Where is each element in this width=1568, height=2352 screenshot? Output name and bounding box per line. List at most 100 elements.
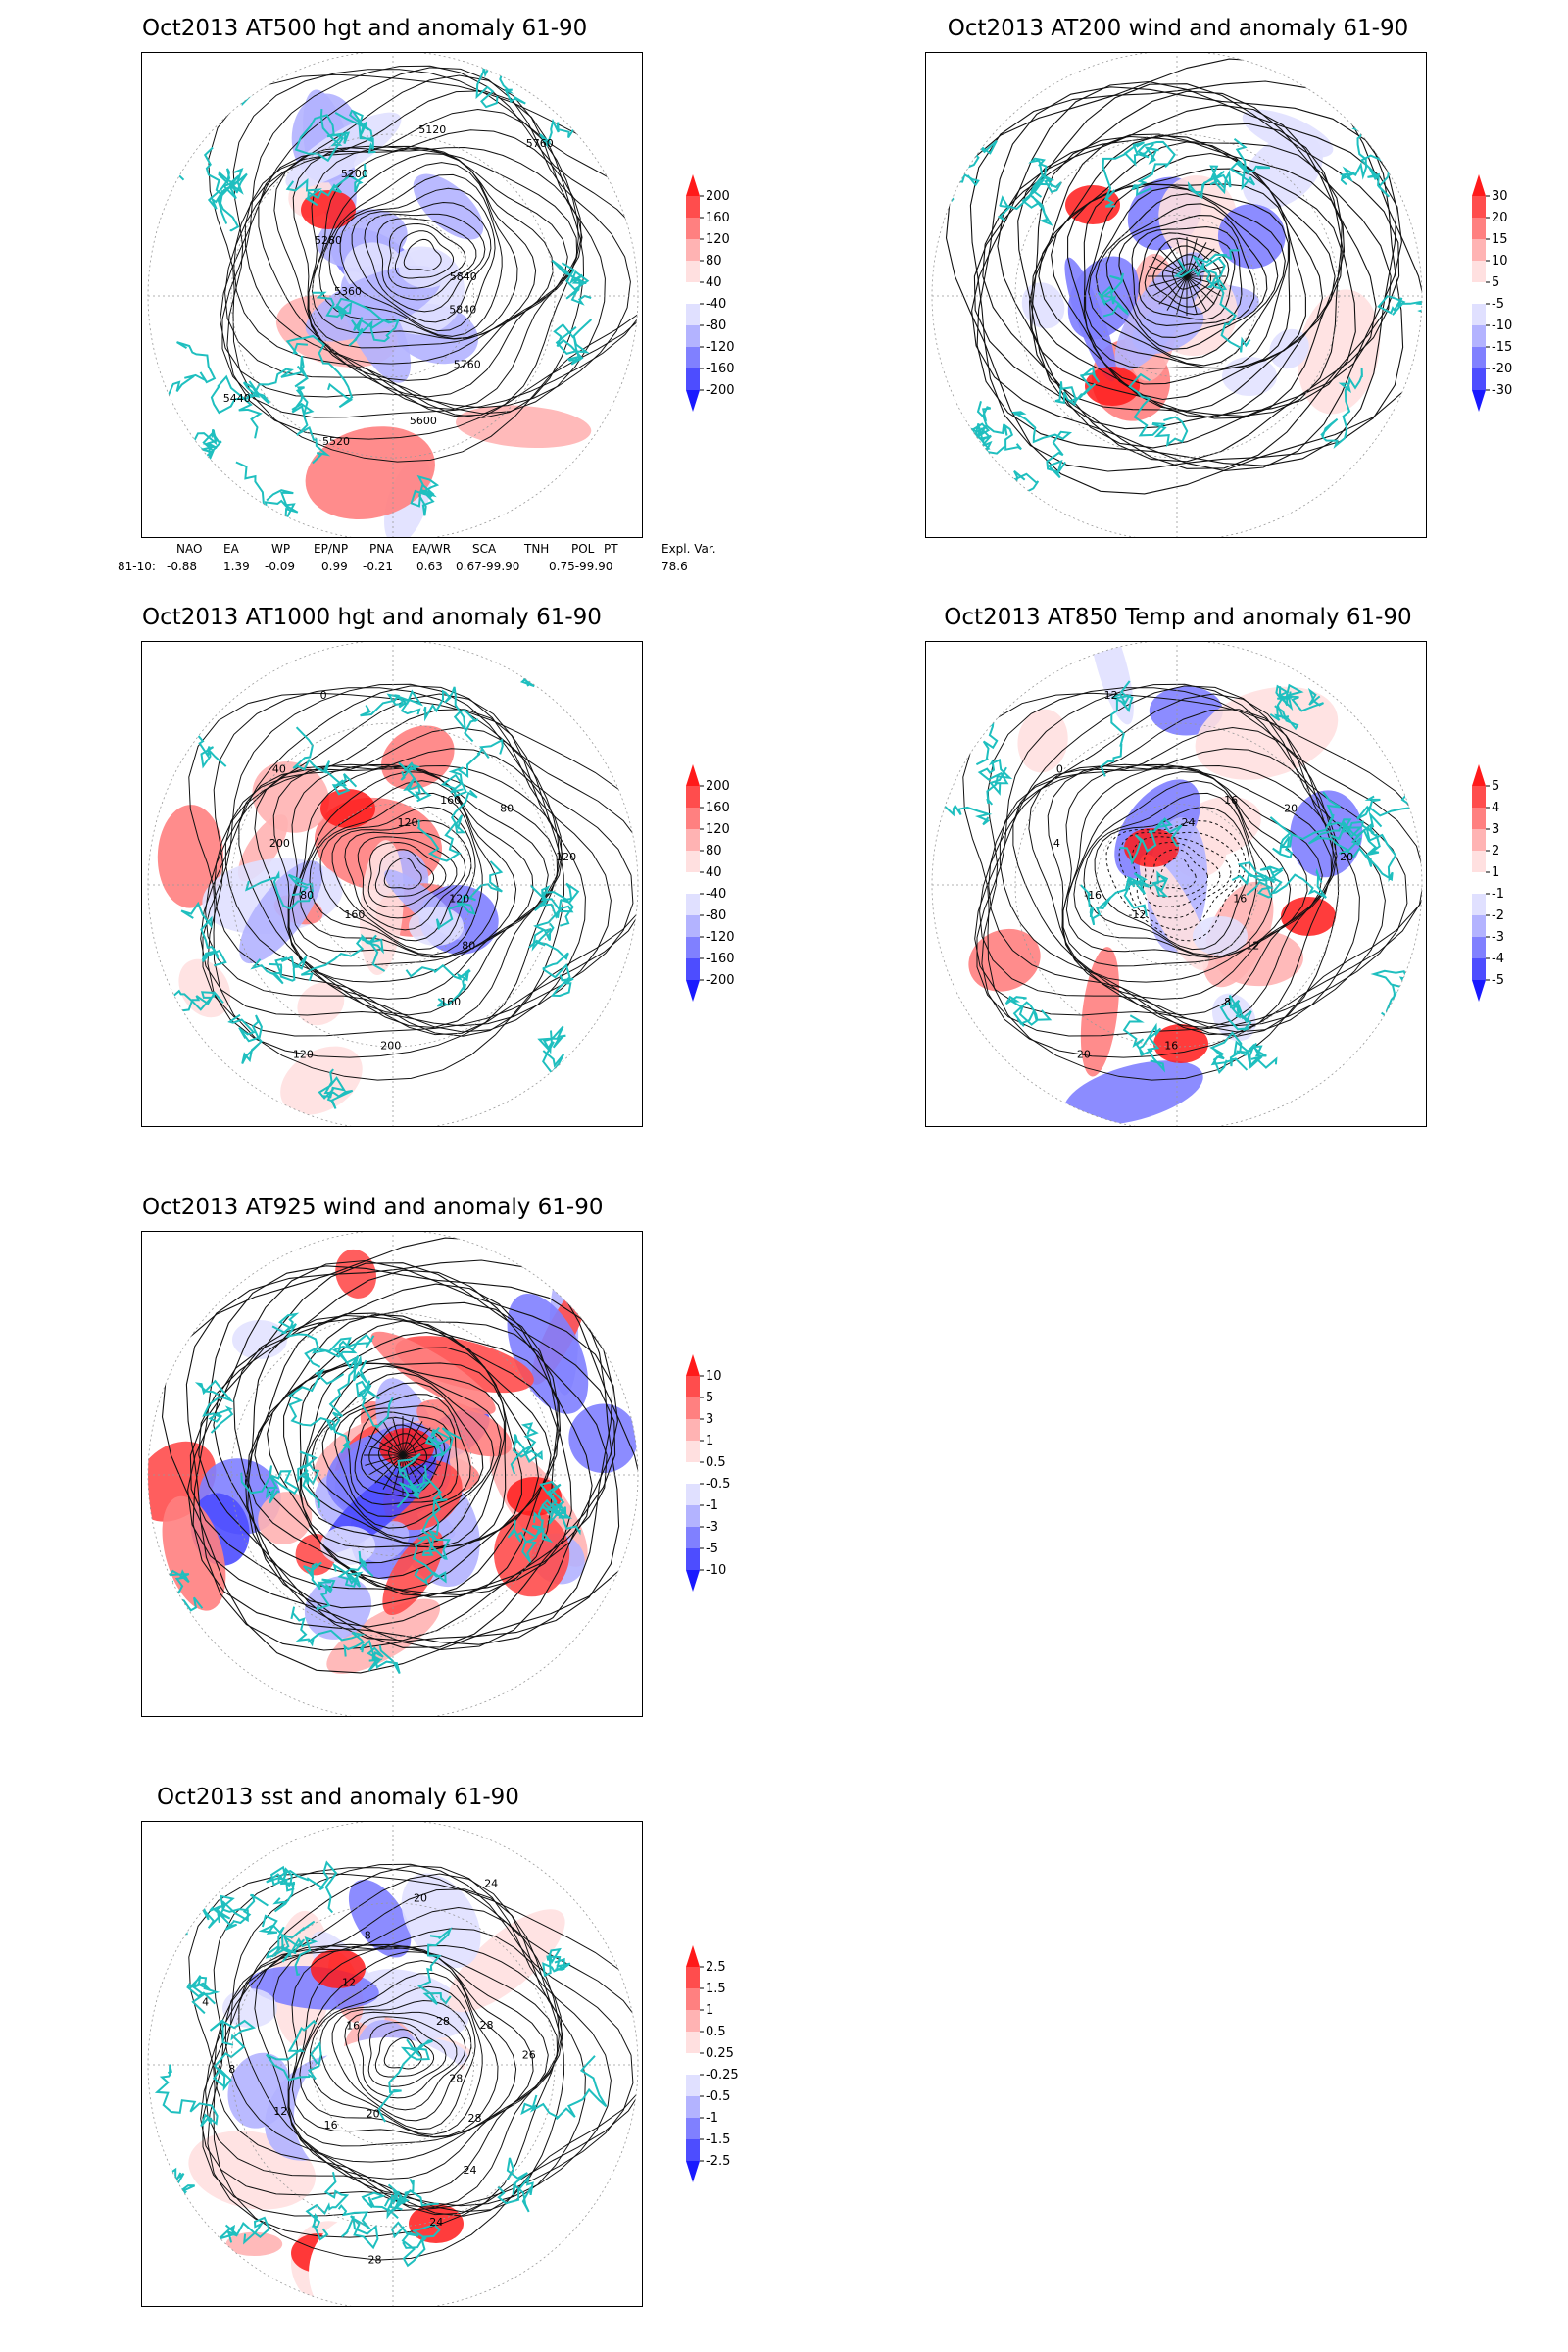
anomaly-shade [1017,709,1068,773]
contour-line [200,685,612,1027]
coastline [1192,249,1240,291]
colorbar-swatch [686,347,700,368]
streamline [301,1362,505,1548]
colorbar-swatch [686,1967,700,1988]
contour-line [351,201,492,323]
coastline [1054,366,1101,407]
streamline [1031,135,1343,417]
colorbar-swatch [686,1376,700,1397]
colorbar-swatch [686,304,700,325]
polar-map: 16 12 8 16 20 -12 -16 4 0 12 24 16 20 20 [925,641,1427,1127]
colorbar-swatch [686,2139,700,2161]
streamline [321,1382,484,1529]
anomaly-shade [370,1331,496,1415]
colorbar-swatch [686,325,700,347]
coastline [154,2064,219,2128]
anomaly-core [222,1988,277,2028]
colorbar-swatch [686,1419,700,1441]
coastline [510,1422,543,1475]
colorbar-label: -2 [1492,908,1504,923]
contour-line [273,146,583,398]
tele-header: WP [271,542,291,556]
coastline [537,1025,566,1075]
contour-line [1047,763,1333,1000]
colorbar-label: 160 [706,211,730,225]
streamline [402,1454,441,1466]
contour-line [368,841,447,907]
streamline [368,1454,404,1476]
tele-value: 0.67-99.90 [456,560,520,573]
anomaly-shade [401,1873,481,1969]
streamline [1186,248,1215,277]
colorbar-swatch [1472,282,1486,304]
contour-line [226,69,638,440]
colorbar-label: 120 [706,822,730,837]
coastline [1370,969,1415,1020]
coastline [148,341,217,401]
colorbar-swatch [1472,808,1486,829]
contour-line [224,726,560,1036]
colorbar-label: -40 [706,297,726,312]
contour-label: 20 [414,1891,427,1904]
anomaly-shade [395,1336,534,1394]
colorbar-label: 1.5 [706,1982,726,1996]
coastline [332,1550,374,1588]
anomaly-shade [416,1399,513,1457]
contour-line [988,709,1340,1037]
land-mask [294,2037,480,2194]
contour-line [1118,831,1241,931]
coastline [531,882,580,952]
colorbar-label: -5 [1492,973,1504,988]
colorbar-label: -2.5 [706,2154,730,2169]
coastline [250,956,308,985]
panel-title: Oct2013 AT500 hgt and anomaly 61-90 [142,16,588,41]
coastline [285,334,354,409]
coastline [421,1465,451,1560]
tele-header: Expl. Var. [662,542,716,556]
contour-line [188,1872,638,2261]
tele-value: -0.21 [363,560,394,573]
coastline [186,1975,220,2015]
colorbar-label: 0.5 [706,2025,726,2039]
contour-label: 24 [429,2216,443,2229]
contour-line [254,764,564,1016]
streamline [1152,275,1188,297]
coastline [207,168,240,232]
colorbar-label: 1 [706,1434,713,1448]
coastline [1269,683,1304,731]
contour-label: 8 [228,2063,235,2076]
tele-header: POL [571,542,595,556]
map-clip [154,1860,638,2306]
contour-line [299,1960,499,2138]
colorbar-label: -0.5 [706,2089,730,2104]
coastline [240,1465,299,1504]
anomaly-shade [305,265,442,342]
colorbar-swatch [686,2096,700,2118]
colorbar-label: 0.5 [706,1455,726,1470]
colorbar-swatch [686,1988,700,2010]
contour-label: 24 [1182,816,1196,829]
contour-label: 24 [484,1878,498,1890]
coastline [325,1333,373,1431]
coastline [551,259,592,306]
coastline [203,146,248,200]
contour-label: 28 [368,2253,382,2266]
contour-label: 28 [480,2019,494,2032]
coastline [304,1340,368,1384]
coastline [337,2203,379,2250]
streamline [402,1417,414,1456]
tele-header: NAO [176,542,203,556]
contour-line [287,1943,549,2163]
contour-line [224,74,606,415]
anomaly-shade [1242,109,1334,158]
colorbar-label: 1 [1492,865,1499,880]
colorbar-label: -5 [706,1542,718,1556]
colorbar-swatch [1472,851,1486,872]
colorbar-swatch [1472,347,1486,368]
coastline [520,2055,608,2121]
coastline [955,123,981,187]
coastline [977,758,1013,806]
coastline [312,291,392,324]
coastline [1080,878,1148,926]
anomaly-shade [157,805,223,908]
